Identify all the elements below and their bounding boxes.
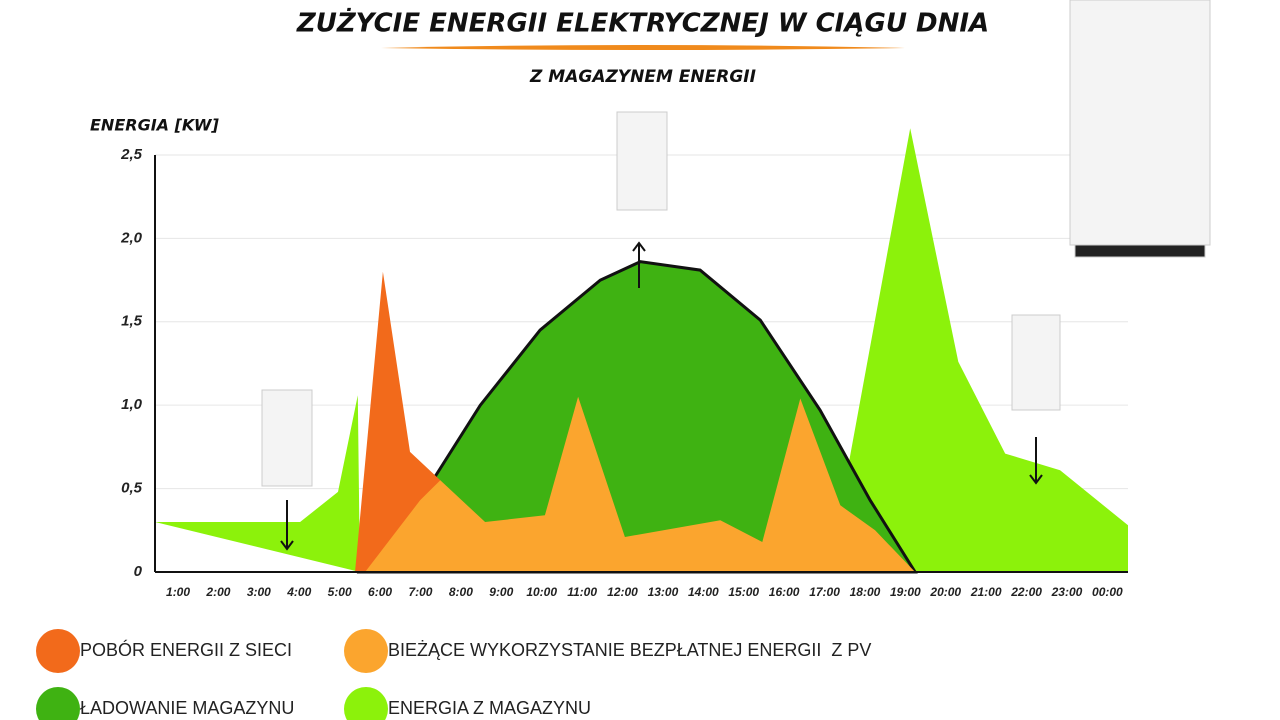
area — [365, 396, 916, 572]
x-tick-label: 6:00 — [368, 585, 392, 599]
y-tick-label: 1,0 — [121, 396, 143, 413]
arrow — [632, 241, 646, 288]
arrow — [1029, 437, 1043, 485]
x-tick-label: 22:00 — [1010, 585, 1042, 599]
x-tick-label: 13:00 — [648, 585, 679, 599]
x-tick-label: 18:00 — [850, 585, 881, 599]
legend-label: POBÓR ENERGII Z SIECI — [80, 639, 292, 660]
x-tick-label: 2:00 — [205, 585, 230, 599]
chart-title: ZUŻYCIE ENERGII ELEKTRYCZNEJ W CIĄGU DNI… — [296, 7, 989, 39]
x-tick-label: 17:00 — [809, 585, 840, 599]
legend-label: ŁADOWANIE MAGAZYNU — [80, 698, 294, 718]
legend: POBÓR ENERGII Z SIECI BIEŻĄCE WYKORZYSTAN… — [36, 629, 871, 720]
y-tick-label: 2,0 — [120, 229, 143, 246]
legend-label: ENERGIA Z MAGAZYNU — [388, 698, 591, 718]
arrows — [280, 241, 1043, 551]
x-tick-label: 16:00 — [769, 585, 800, 599]
battery — [616, 111, 668, 211]
x-tick-label: 00:00 — [1092, 585, 1123, 599]
legend-marker — [344, 687, 388, 720]
arrow — [280, 500, 294, 551]
y-axis-label: ENERGIA [KW] — [90, 116, 220, 135]
battery-images — [261, 0, 1211, 487]
y-tick-label: 0,5 — [121, 480, 143, 497]
x-tick-label: 1:00 — [166, 585, 190, 599]
legend-label: BIEŻĄCE WYKORZYSTANIE BEZPŁATNEJ ENERGII… — [388, 640, 871, 660]
x-tick-label: 7:00 — [408, 585, 432, 599]
title-underline — [380, 45, 905, 50]
battery-base — [1074, 244, 1206, 258]
x-tick-label: 21:00 — [970, 585, 1002, 599]
x-tick-label: 4:00 — [286, 585, 311, 599]
legend-marker — [344, 629, 388, 673]
x-tick-label: 12:00 — [607, 585, 638, 599]
area — [155, 128, 1128, 573]
y-tick-label: 1,5 — [121, 313, 143, 330]
battery — [1011, 314, 1061, 411]
x-tick-label: 20:00 — [929, 585, 961, 599]
legend-marker — [36, 687, 80, 720]
battery — [261, 389, 313, 487]
y-tick-label: 0 — [134, 563, 143, 580]
x-tick-label: 14:00 — [688, 585, 719, 599]
x-tick-label: 10:00 — [526, 585, 557, 599]
battery — [1069, 0, 1211, 246]
x-tick-label: 23:00 — [1051, 585, 1083, 599]
x-tick-label: 3:00 — [247, 585, 271, 599]
x-tick-label: 11:00 — [567, 585, 597, 599]
x-tick-label: 5:00 — [328, 585, 352, 599]
x-tick-label: 9:00 — [489, 585, 513, 599]
chart-subtitle: Z MAGAZYNEM ENERGII — [529, 67, 756, 87]
y-tick-label: 2,5 — [120, 146, 143, 163]
x-tick-label: 15:00 — [728, 585, 759, 599]
legend-marker — [36, 629, 80, 673]
x-tick-label: 8:00 — [449, 585, 473, 599]
x-tick-label: 19:00 — [890, 585, 921, 599]
